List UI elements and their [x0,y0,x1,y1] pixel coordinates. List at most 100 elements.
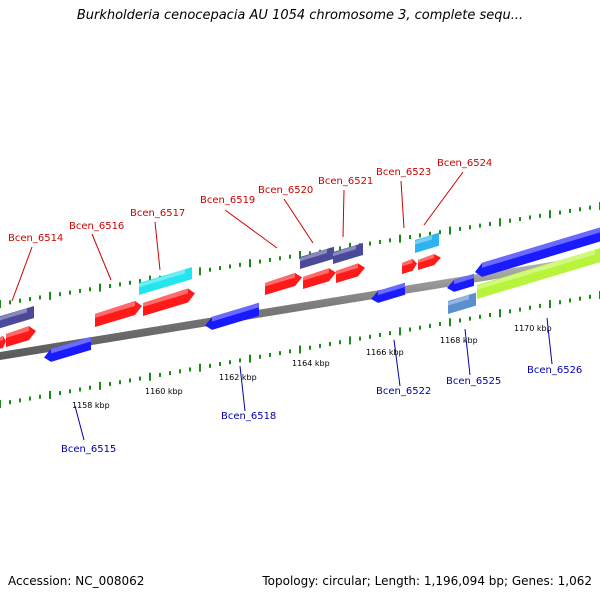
upper-tick [579,207,581,212]
upper-tick [109,284,111,289]
feature-highlight [139,269,185,288]
upper-tick [229,264,231,269]
lower-tick [89,385,91,390]
gene-feature [475,227,600,277]
lower-tick [559,300,561,305]
upper-tick [449,226,451,235]
gene-feature [336,263,365,283]
upper-tick [469,225,471,230]
lower-tick [329,342,331,347]
upper-tick [259,259,261,264]
lower-tick [309,345,311,350]
upper-tick [539,213,541,218]
feature-highlight [0,308,27,321]
upper-tick [209,267,211,272]
gene-feature [477,248,600,299]
gene-label: Bcen_6522 [376,386,431,397]
feature-highlight [303,268,329,281]
upper-tick [9,300,11,305]
leader-line [239,365,246,412]
gene-label: Bcen_6526 [527,365,582,376]
gene-feature [0,306,34,329]
gene-feature [371,282,405,303]
leader-line [283,198,314,244]
leader-line [11,246,33,302]
lower-tick [399,327,401,336]
lower-tick [549,300,551,309]
lower-tick [449,318,451,327]
upper-tick [139,279,141,284]
feature-highlight [6,326,29,338]
gene-label: Bcen_6515 [61,444,116,455]
lower-tick [459,318,461,323]
lower-tick [579,296,581,301]
feature-highlight [378,282,405,296]
lower-tick [279,351,281,356]
feature-highlight [418,254,435,263]
lower-tick [509,309,511,314]
lower-tick [419,325,421,330]
upper-tick [199,267,201,276]
genome-backbone [0,254,600,360]
lower-tick [589,294,591,299]
lower-tick [359,336,361,341]
upper-tick [19,298,21,303]
leader-line [400,180,405,229]
gene-feature [44,336,91,362]
upper-tick [399,234,401,243]
genome-axis [0,254,600,360]
leader-line [342,189,345,238]
lower-tick [79,387,81,392]
feature-highlight [333,245,356,257]
gene-label: Bcen_6525 [446,376,501,387]
upper-tick [0,300,1,308]
feature-body [415,232,439,253]
leader-line [546,317,553,365]
feature-highlight [448,294,469,306]
leader-line [154,221,161,271]
upper-tick [419,233,421,238]
upper-tick [339,246,341,251]
lower-tick [479,314,481,319]
lower-tick [229,360,231,365]
gene-feature [415,232,439,253]
upper-tick [519,217,521,222]
feature-track [0,227,600,362]
gene-label: Bcen_6518 [221,411,276,422]
gene-feature [300,246,334,269]
upper-tick [69,290,71,295]
gene-label: Bcen_6521 [318,176,373,187]
upper-tick [279,256,281,261]
upper-tick [569,208,571,213]
feature-highlight [95,301,135,318]
feature-body [265,273,302,295]
gene-feature [402,258,417,274]
lower-tick [469,316,471,321]
lower-tick [199,363,201,372]
upper-tick [379,239,381,244]
lower-tick [9,400,11,405]
lower-tick [349,336,351,345]
lower-tick [239,358,241,363]
upper-tick [589,205,591,210]
scale-label: 1170 kbp [514,324,552,333]
feature-highlight [454,273,474,285]
lower-tick [489,312,491,317]
lower-tick [109,382,111,387]
lower-tick [119,380,121,385]
feature-body [303,268,336,289]
upper-tick [549,210,551,219]
gene-feature [205,302,259,330]
lower-tick [439,322,441,327]
map-title: Burkholderia cenocepacia AU 1054 chromos… [76,8,524,23]
upper-tick [429,231,431,236]
leader-line [464,328,471,376]
feature-body [95,301,142,327]
upper-tick [289,254,291,259]
upper-tick [269,257,271,262]
lower-tick [159,372,161,377]
lower-tick [319,343,321,348]
upper-tick [39,295,41,300]
gene-feature [143,288,195,316]
